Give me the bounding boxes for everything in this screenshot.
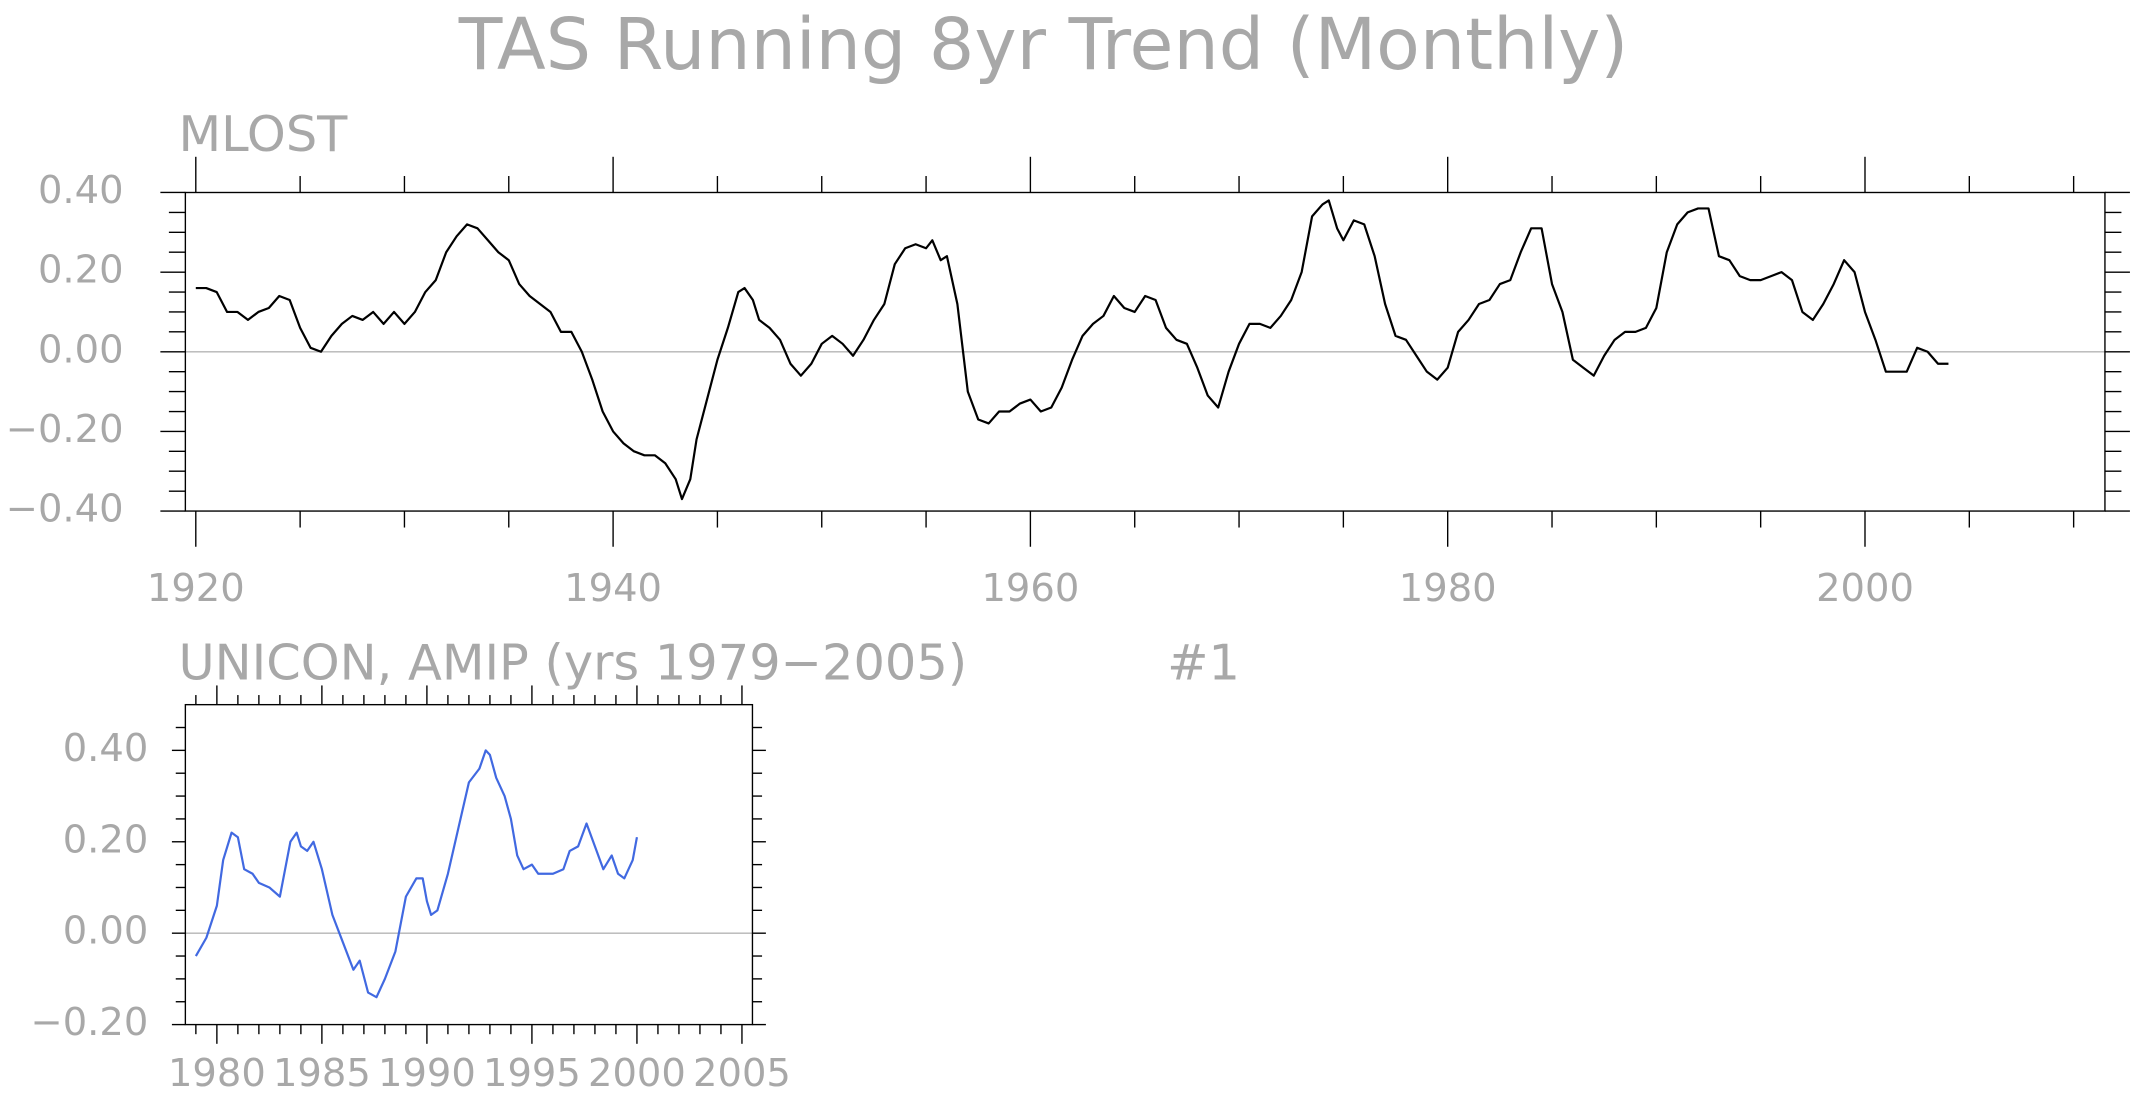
y-tick-label: 0.20 — [63, 817, 149, 862]
y-tick-label: 0.00 — [38, 327, 124, 372]
y-tick-label: 0.40 — [63, 726, 149, 771]
x-tick-label: 1985 — [273, 1051, 371, 1096]
y-tick-label: 0.40 — [38, 168, 124, 213]
data-line — [194, 749, 639, 999]
x-tick-label: 1940 — [564, 566, 662, 611]
y-tick-label: 0.00 — [63, 909, 149, 954]
figure-title: TAS Running 8yr Trend (Monthly) — [458, 3, 1628, 86]
y-tick-label: −0.20 — [30, 1000, 148, 1045]
y-tick-label: 0.20 — [38, 248, 124, 293]
x-tick-label: 1960 — [981, 566, 1079, 611]
x-tick-label: 1920 — [147, 566, 245, 611]
y-tick-label: −0.40 — [6, 487, 124, 532]
x-tick-label: 2000 — [1816, 566, 1914, 611]
y-tick-label: −0.20 — [6, 407, 124, 452]
data-line — [195, 199, 1949, 501]
panel-title: MLOST — [179, 105, 349, 163]
panel-title: UNICON, AMIP (yrs 1979−2005) — [179, 634, 968, 692]
x-tick-label: 2000 — [588, 1051, 686, 1096]
x-tick-label: 1980 — [1399, 566, 1497, 611]
x-tick-label: 2005 — [693, 1051, 791, 1096]
plot-frame — [184, 191, 2106, 512]
x-tick-label: 1995 — [483, 1051, 581, 1096]
plot-frame — [184, 703, 754, 1026]
x-tick-label: 1990 — [378, 1051, 476, 1096]
annotation: #1 — [1167, 634, 1240, 692]
x-tick-label: 1980 — [168, 1051, 266, 1096]
